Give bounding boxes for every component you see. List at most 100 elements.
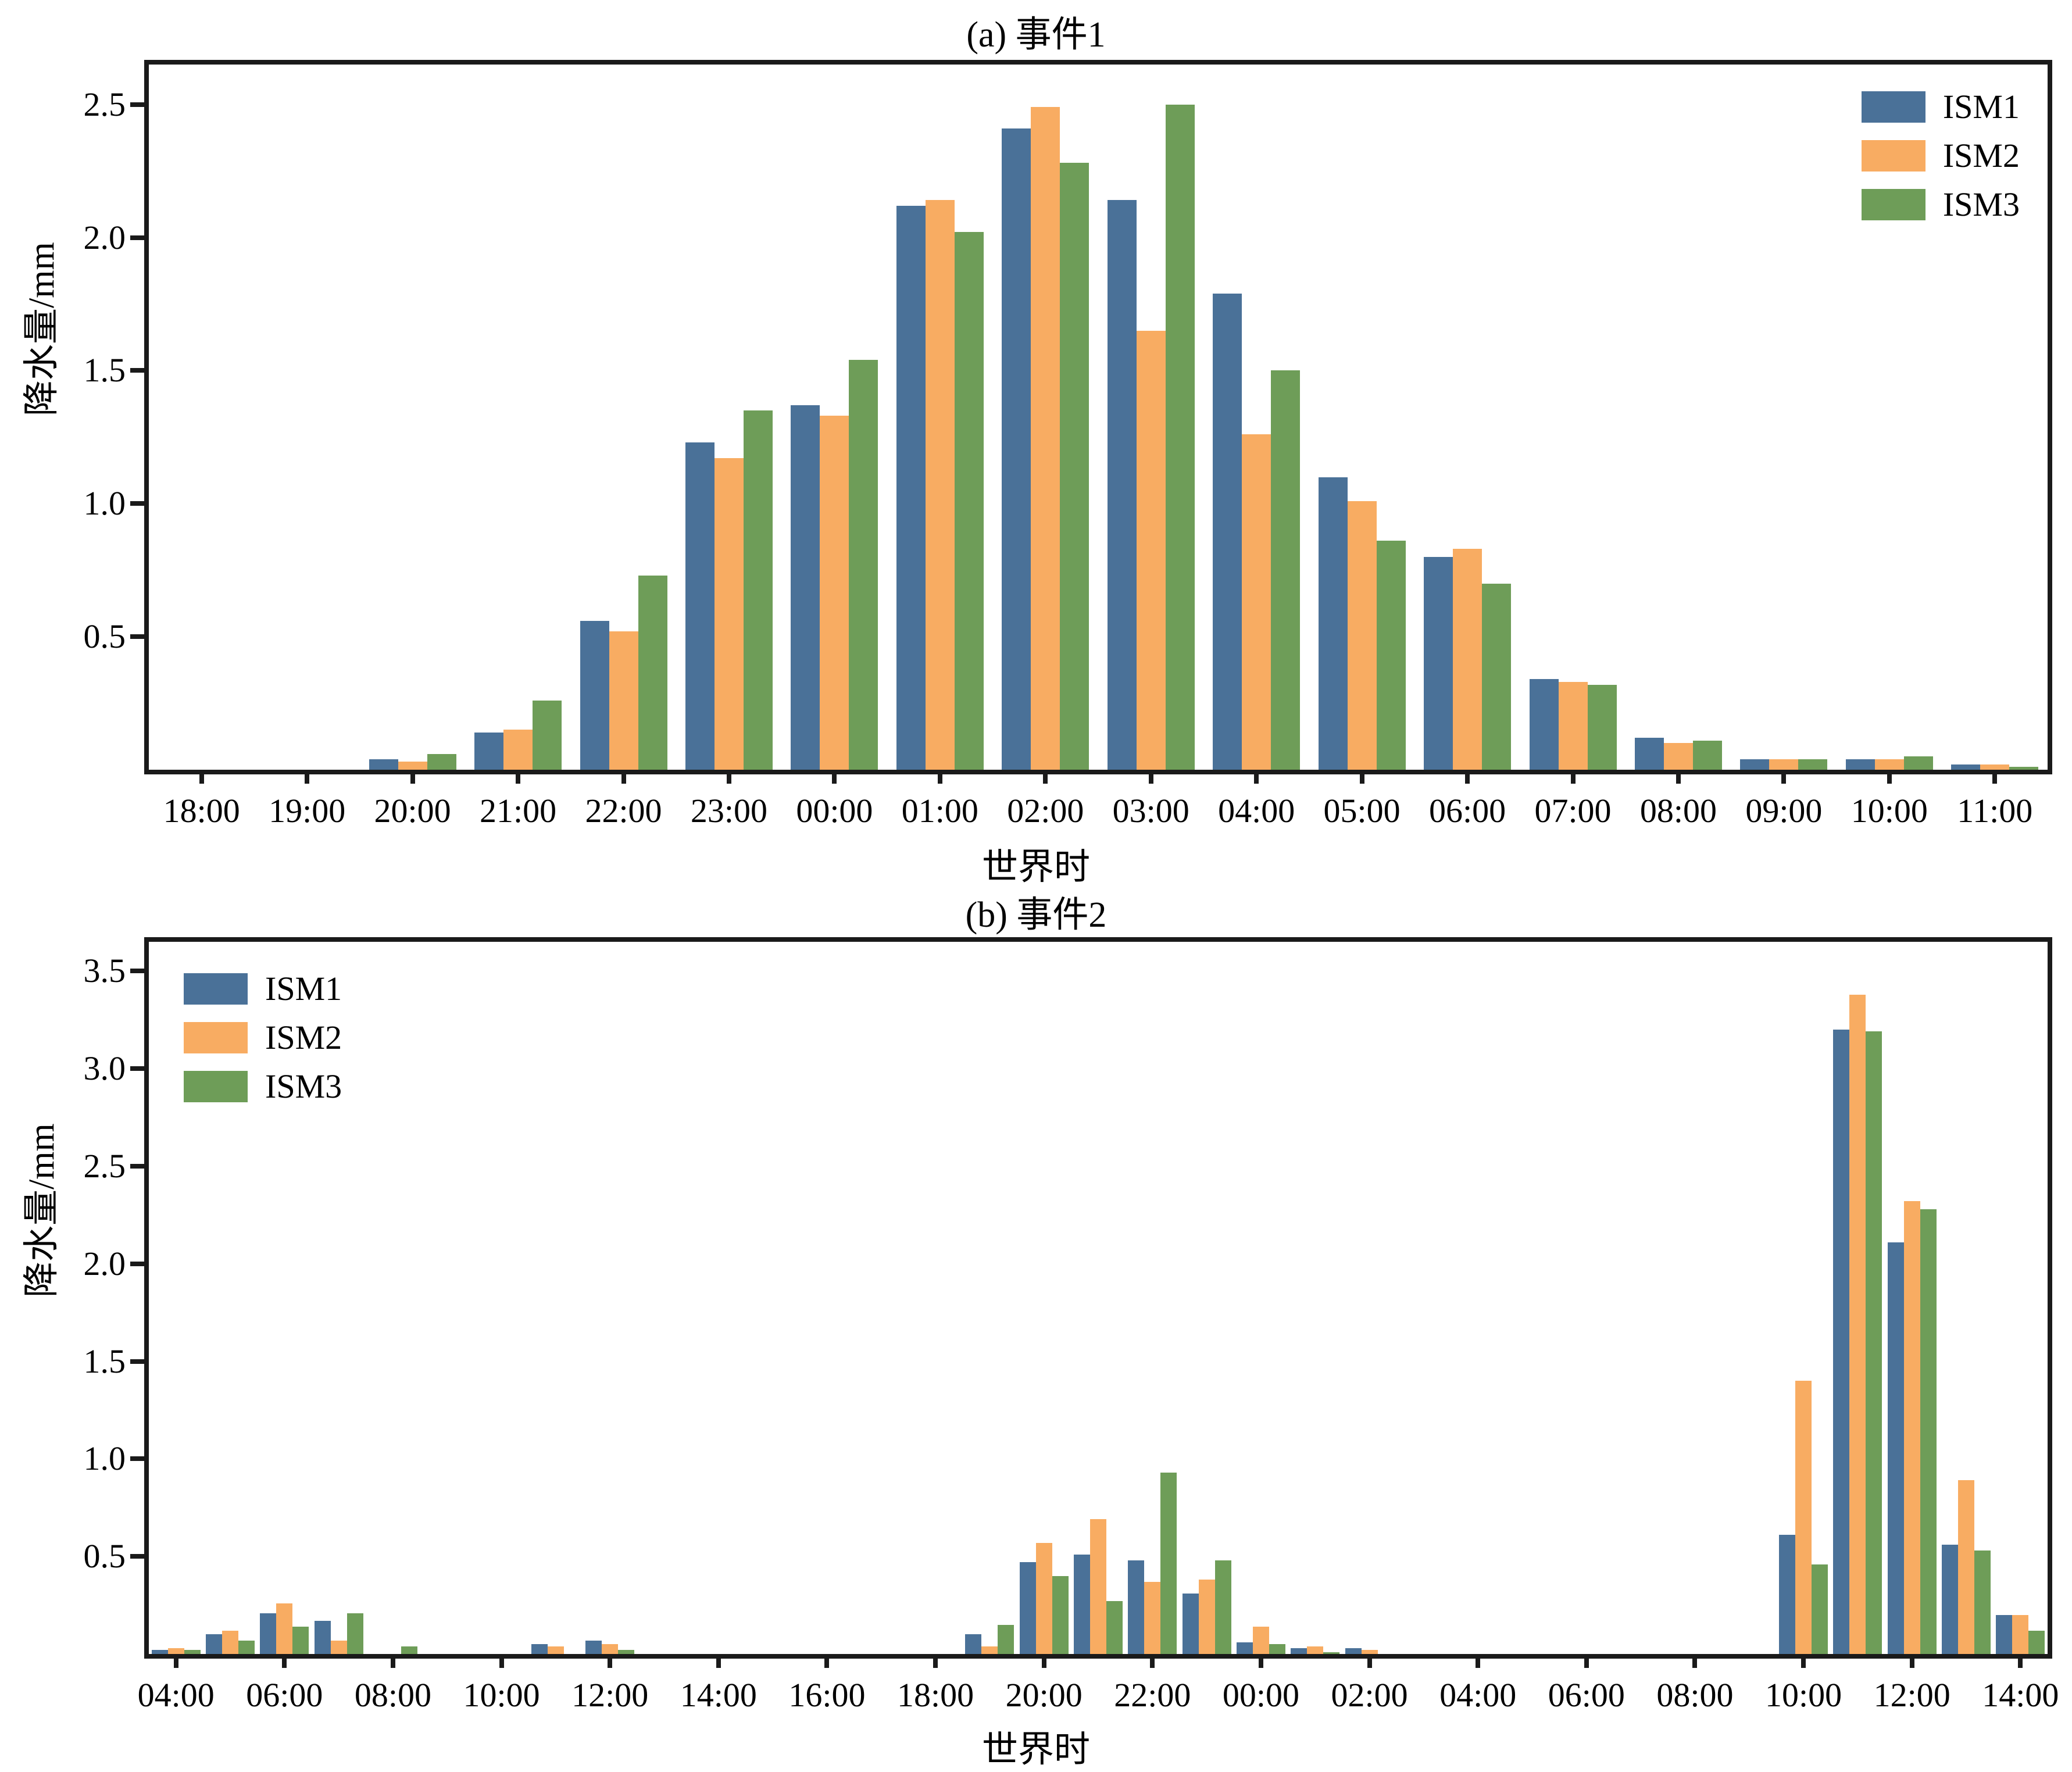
x-tick-mark [1887,770,1892,784]
legend-label-ism3: ISM3 [1942,185,2020,223]
bar-ism2-2200 [609,631,638,770]
bar-ism3-1100 [2009,767,2039,770]
legend-label-ism1: ISM1 [265,970,342,1008]
bar-ism3-2100 [533,701,562,770]
bar-ism3-2300 [743,410,773,770]
bar-ism1-1400 [1996,1614,2013,1654]
y-tick-mark [130,1163,144,1169]
bar-ism1-2100 [474,732,504,770]
bar-ism3-2200 [1160,1472,1177,1654]
legend-swatch-ism3 [184,1071,248,1102]
bar-ism2-0300 [1136,330,1166,770]
x-tick-mark [1465,770,1470,784]
y-tick-mark [130,1066,144,1071]
x-tick-label: 04:00 [1218,792,1295,830]
panel-a-y-axis-label: 降水量/mm [22,242,62,416]
x-tick-mark [2018,1654,2023,1668]
legend-swatch-ism3 [1861,189,1925,220]
bar-ism1-1200 [1887,1242,1904,1654]
x-tick-mark [1258,1654,1263,1668]
panel-b-x-axis-label: 世界时 [981,1730,1090,1770]
bar-ism2-2100 [1090,1519,1106,1654]
bar-ism3-1300 [1974,1550,1991,1654]
bar-ism3-0600 [1482,583,1512,770]
bar-ism3-0500 [238,1640,255,1654]
bar-ism1-2300 [1182,1593,1199,1654]
x-tick-label: 07:00 [1534,792,1612,830]
bar-ism2-0600 [276,1603,293,1654]
x-tick-mark [390,1654,395,1668]
bar-ism1-1900 [965,1634,982,1654]
bar-ism3-2000 [1052,1575,1069,1654]
x-tick-mark [1367,1654,1372,1668]
y-tick-label: 1.0 [83,1439,126,1478]
legend-b: ISM1 ISM2 ISM3 [184,972,342,1103]
bar-ism3-1400 [2028,1630,2045,1654]
bar-ism2-1900 [981,1646,998,1654]
bar-ism3-0000 [849,360,878,770]
x-tick-label: 08:00 [354,1676,431,1714]
y-tick-label: 1.5 [83,351,126,390]
x-tick-label: 02:00 [1331,1676,1408,1714]
legend-item-ism3: ISM3 [1861,185,2020,223]
y-tick-label: 2.0 [83,218,126,256]
x-tick-label: 20:00 [374,792,451,830]
bar-ism2-0600 [1453,549,1482,770]
bar-ism3-2300 [1214,1560,1231,1654]
panel-b-plot-area: 0.5 1.0 1.5 2.0 2.5 3.0 3.5 04:00 06:00 08:00 10:0… [84,937,2059,1712]
x-tick-mark [1148,770,1153,784]
bar-ism3-0300 [1165,104,1195,770]
x-tick-mark [726,770,731,784]
x-tick-label: 10:00 [463,1676,540,1714]
x-tick-label: 08:00 [1656,1676,1734,1714]
y-tick-label: 2.5 [83,1146,126,1185]
x-tick-label: 14:00 [1982,1676,2059,1714]
x-tick-label: 12:00 [571,1676,649,1714]
bar-ism2-0700 [1558,681,1588,770]
bar-ism2-1400 [2012,1614,2029,1654]
bar-ism1-0200 [1002,128,1031,770]
x-tick-mark [199,770,204,784]
bar-ism1-2300 [685,442,715,770]
legend-item-ism3: ISM3 [184,1070,342,1103]
x-tick-mark [608,1654,613,1668]
y-tick-label: 2.0 [83,1244,126,1282]
legend-swatch-ism2 [184,1022,248,1053]
bar-ism1-0600 [260,1613,277,1654]
bar-ism2-0800 [1663,743,1693,770]
x-tick-mark [824,1654,830,1668]
panel-a-plot-area: 0.5 1.0 1.5 2.0 2.5 18:00 19:00 20:00 21:00 22:00… [84,60,2052,828]
bar-ism1-0900 [1740,759,1770,770]
y-tick-mark [130,634,144,640]
x-tick-mark [1692,1654,1698,1668]
bar-ism1-0000 [791,405,820,770]
x-tick-label: 21:00 [479,792,557,830]
x-tick-mark [716,1654,721,1668]
y-tick-mark [130,1359,144,1364]
x-tick-mark [410,770,415,784]
x-tick-mark [1476,1654,1481,1668]
bar-ism1-2100 [1074,1554,1090,1654]
x-tick-label: 00:00 [796,792,873,830]
x-tick-label: 04:00 [1439,1676,1517,1714]
bar-ism3-1100 [1866,1031,1882,1654]
bar-ism1-1100 [1833,1030,1850,1654]
x-tick-mark [1992,770,1998,784]
bar-ism1-0600 [1424,556,1453,770]
bar-ism3-2100 [1106,1601,1123,1654]
bar-ism2-1000 [1795,1381,1812,1654]
x-tick-label: 11:00 [1957,792,2033,830]
x-tick-mark [832,770,837,784]
x-tick-mark [1801,1654,1806,1668]
x-tick-mark [933,1654,938,1668]
x-tick-mark [1150,1654,1155,1668]
bar-ism2-2000 [1035,1542,1052,1654]
y-tick-mark [130,368,144,373]
bar-ism3-0800 [401,1646,417,1654]
bar-ism1-2200 [580,620,609,770]
bar-ism2-0000 [1252,1627,1269,1654]
bar-ism2-1200 [602,1644,619,1654]
bar-ism3-0000 [1269,1644,1285,1654]
y-tick-mark [130,1554,144,1559]
